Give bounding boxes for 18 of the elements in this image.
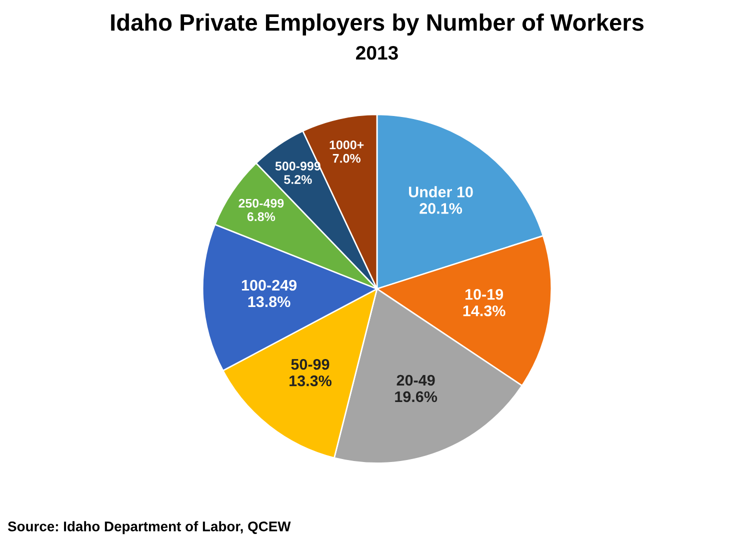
source-note: Source: Idaho Department of Labor, QCEW [8, 521, 291, 534]
chart-title: Idaho Private Employers by Number of Workers [111, 14, 644, 36]
data-label: 7.0% [332, 154, 361, 163]
data-label: 20.1% [420, 203, 462, 214]
data-label: 19.6% [395, 391, 438, 402]
slice-label: 20-49 [396, 374, 435, 386]
data-label: 14.3% [463, 305, 506, 316]
data-label: 13.8% [248, 296, 290, 308]
data-label: 5.2% [284, 175, 312, 184]
slice-label: 10-19 [466, 288, 504, 300]
slice-label: Under 10 [409, 186, 473, 198]
data-label: 6.8% [247, 212, 276, 222]
slice-label: 250-499 [238, 198, 284, 208]
chart-subtitle: 2013 [356, 46, 398, 60]
slice-label: 1000+ [330, 140, 364, 150]
slice-label: 50-99 [291, 358, 330, 370]
slice-label: 100-249 [242, 280, 297, 291]
data-label: 13.3% [290, 375, 332, 386]
